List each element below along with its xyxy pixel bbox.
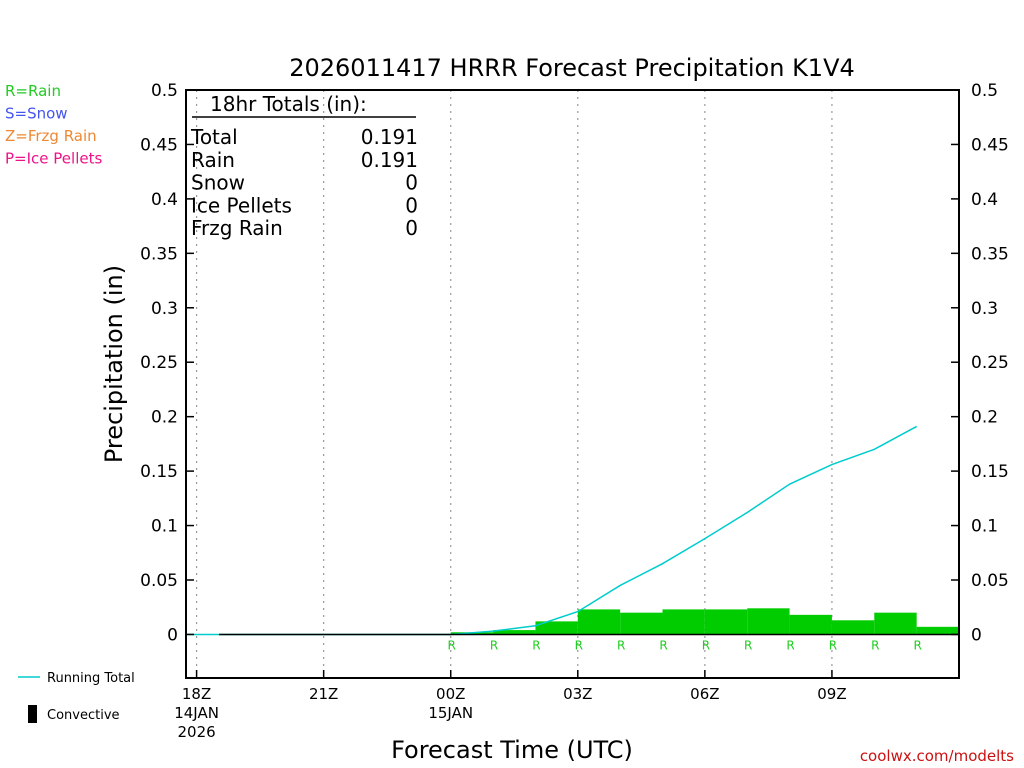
y-tick-label: 0.45 <box>140 135 178 155</box>
running-total-legend-label: Running Total <box>47 671 135 686</box>
ptype-letter: R <box>490 638 498 652</box>
ptype-letter: R <box>659 638 667 652</box>
ptype-letter: R <box>617 638 625 652</box>
ptype-letter: R <box>448 638 456 652</box>
totals-box: 18hr Totals (in): Total 0.191 Rain 0.191 Sno… <box>190 92 418 240</box>
x-tick-label: 2026 <box>177 723 215 741</box>
y-tick-label: 0.1 <box>151 517 178 537</box>
y-tick-label: 0.15 <box>140 462 178 482</box>
ptype-legend-item: Z=Frzg Rain <box>5 127 97 145</box>
series-legend: Running Total Convective <box>18 671 135 723</box>
totals-row-label: Snow <box>191 171 245 195</box>
x-tick-label: 15JAN <box>428 704 473 722</box>
precip-bar <box>577 609 621 635</box>
totals-row-label: Frzg Rain <box>191 216 283 240</box>
y-tick-label-right: 0.5 <box>971 81 998 101</box>
convective-swatch <box>28 705 37 723</box>
y-tick-label: 0 <box>167 625 178 645</box>
precip-bar <box>916 626 959 635</box>
ptype-legend: R=Rain S=Snow Z=Frzg Rain P=Ice Pellets <box>5 82 102 168</box>
precip-bar <box>747 608 790 635</box>
precip-bar <box>662 609 705 635</box>
ptype-letter: R <box>871 638 879 652</box>
y-tick-label-right: 0.3 <box>971 299 998 319</box>
totals-row-label: Total <box>190 125 238 149</box>
totals-row-value: 0.191 <box>361 148 418 172</box>
ptype-letter: R <box>575 638 583 652</box>
precip-bar <box>789 614 832 635</box>
precip-bar <box>535 621 578 635</box>
totals-row-value: 0.191 <box>361 125 418 149</box>
y-tick-label-right: 0.45 <box>971 135 1009 155</box>
running-total-series <box>186 425 918 636</box>
x-tick-label: 14JAN <box>174 704 219 722</box>
ptype-letter: R <box>744 638 752 652</box>
totals-row-value: 0 <box>405 193 418 217</box>
precip-bar <box>620 612 663 635</box>
precip-bar <box>493 630 536 635</box>
chart-title: 2026011417 HRRR Forecast Precipitation K… <box>289 54 855 82</box>
precip-bar <box>831 620 875 635</box>
x-axis-label: Forecast Time (UTC) <box>391 736 633 764</box>
credit-text: coolwx.com/modelts <box>860 747 1014 765</box>
ptype-letter: R <box>532 638 540 652</box>
gridlines <box>195 90 833 678</box>
precip-bar <box>874 612 917 635</box>
y-axis-label: Precipitation (in) <box>100 265 128 463</box>
ptype-legend-item: P=Ice Pellets <box>5 150 102 168</box>
y-tick-label: 0.3 <box>151 299 178 319</box>
precip-bar <box>704 609 748 635</box>
ptype-legend-item: R=Rain <box>5 82 61 100</box>
y-axis-right: 0 0.05 0.1 0.15 0.2 0.25 0.3 0.35 0.4 0.45 0.5 <box>951 81 1009 645</box>
running-total-line <box>186 425 918 636</box>
y-tick-label-right: 0.05 <box>971 571 1009 591</box>
x-tick-label: 06Z <box>690 685 719 703</box>
totals-row-value: 0 <box>405 171 418 195</box>
totals-row-label: Ice Pellets <box>191 193 292 217</box>
ptype-letter: R <box>786 638 794 652</box>
x-tick-label: 03Z <box>563 685 592 703</box>
y-tick-label: 0.4 <box>151 190 178 210</box>
y-tick-label-right: 0 <box>971 625 982 645</box>
y-tick-label: 0.2 <box>151 408 178 428</box>
x-tick-label: 18Z <box>182 685 211 703</box>
y-tick-label-right: 0.1 <box>971 517 998 537</box>
convective-legend-label: Convective <box>47 708 120 723</box>
y-tick-label: 0.35 <box>140 244 178 264</box>
totals-heading: 18hr Totals (in): <box>210 92 367 116</box>
totals-row-value: 0 <box>405 216 418 240</box>
y-tick-label: 0.5 <box>151 81 178 101</box>
bar-series <box>450 608 959 635</box>
ptype-letter: R <box>702 638 710 652</box>
y-axis-left: 0 0.05 0.1 0.15 0.2 0.25 0.3 0.35 0.4 0.45 0.5 <box>140 81 194 645</box>
x-tick-label: 21Z <box>309 685 338 703</box>
x-tick-label: 09Z <box>817 685 846 703</box>
plot-frame <box>185 89 960 679</box>
y-tick-label: 0.05 <box>140 571 178 591</box>
y-tick-label-right: 0.25 <box>971 353 1009 373</box>
ptype-letter: R <box>913 638 921 652</box>
y-tick-label-right: 0.35 <box>971 244 1009 264</box>
totals-row-label: Rain <box>191 148 235 172</box>
x-tick-label: 00Z <box>436 685 465 703</box>
ptype-letter: R <box>829 638 837 652</box>
y-tick-label: 0.25 <box>140 353 178 373</box>
y-tick-label-right: 0.4 <box>971 190 998 210</box>
y-tick-label-right: 0.2 <box>971 408 998 428</box>
y-tick-label-right: 0.15 <box>971 462 1009 482</box>
ptype-legend-item: S=Snow <box>5 105 68 123</box>
